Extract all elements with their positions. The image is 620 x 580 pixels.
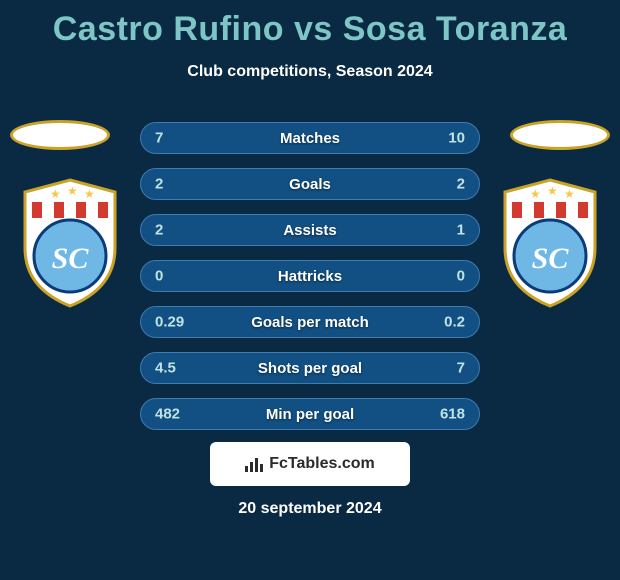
stat-row: 0.29 Goals per match 0.2 [140, 306, 480, 338]
stat-value-left: 0 [155, 268, 163, 285]
svg-text:SC: SC [52, 242, 90, 275]
stat-row: 482 Min per goal 618 [140, 398, 480, 430]
stat-row: 7 Matches 10 [140, 122, 480, 154]
stat-row: 2 Assists 1 [140, 214, 480, 246]
halo-left [10, 120, 110, 150]
stat-row: 0 Hattricks 0 [140, 260, 480, 292]
stat-value-left: 2 [155, 176, 163, 193]
stat-row: 2 Goals 2 [140, 168, 480, 200]
stat-value-right: 618 [440, 406, 465, 423]
stat-label: Goals [289, 176, 331, 193]
subtitle: Club competitions, Season 2024 [0, 63, 620, 81]
stat-label: Hattricks [278, 268, 342, 285]
page-title: Castro Rufino vs Sosa Toranza [0, 0, 620, 49]
svg-text:★: ★ [50, 187, 61, 201]
stat-value-right: 7 [457, 360, 465, 377]
stat-value-left: 2 [155, 222, 163, 239]
club-badge-right: ★ ★ ★ SC [500, 178, 600, 308]
stat-label: Shots per goal [258, 360, 362, 377]
stat-value-left: 482 [155, 406, 180, 423]
club-badge-left: ★ ★ ★ SC [20, 178, 120, 308]
stat-value-right: 2 [457, 176, 465, 193]
svg-text:★: ★ [547, 184, 558, 198]
svg-text:★: ★ [530, 187, 541, 201]
watermark-text: FcTables.com [269, 455, 375, 473]
svg-text:★: ★ [564, 187, 575, 201]
stat-value-left: 7 [155, 130, 163, 147]
stat-value-right: 1 [457, 222, 465, 239]
chart-icon [245, 456, 263, 472]
svg-text:★: ★ [67, 184, 78, 198]
footer-date: 20 september 2024 [0, 500, 620, 518]
stat-value-right: 0 [457, 268, 465, 285]
stat-label: Matches [280, 130, 340, 147]
svg-text:SC: SC [532, 242, 570, 275]
stat-value-right: 10 [448, 130, 465, 147]
comparison-card: Castro Rufino vs Sosa Toranza Club compe… [0, 0, 620, 580]
stat-value-left: 4.5 [155, 360, 176, 377]
stat-label: Min per goal [266, 406, 354, 423]
stat-value-left: 0.29 [155, 314, 184, 331]
stats-table: 7Matches102Goals22Assists10Hattricks00.2… [140, 122, 480, 444]
stat-value-right: 0.2 [444, 314, 465, 331]
halo-right [510, 120, 610, 150]
stat-label: Assists [283, 222, 336, 239]
svg-text:★: ★ [84, 187, 95, 201]
watermark-badge: FcTables.com [210, 442, 410, 486]
stat-label: Goals per match [251, 314, 369, 331]
stat-row: 4.5 Shots per goal 7 [140, 352, 480, 384]
